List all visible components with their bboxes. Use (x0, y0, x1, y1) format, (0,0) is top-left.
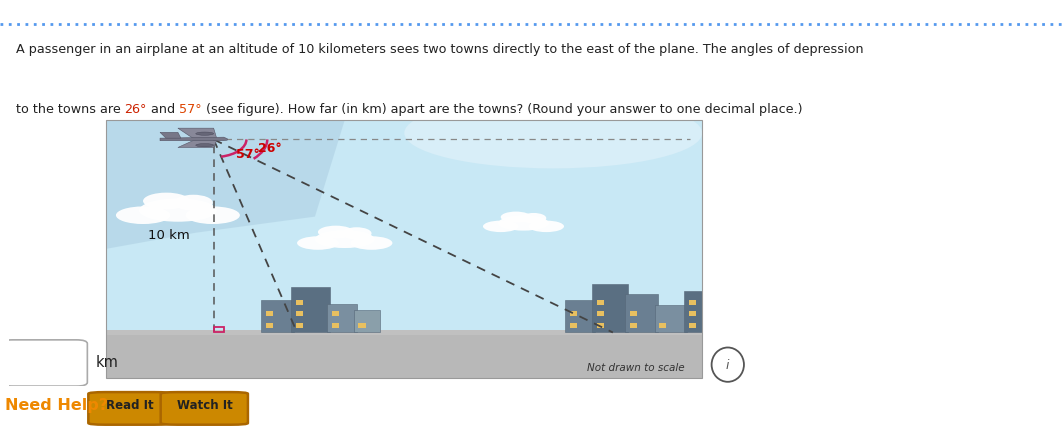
Polygon shape (160, 137, 228, 141)
Bar (654, 305, 687, 332)
Bar (725, 311, 732, 317)
Polygon shape (106, 330, 702, 335)
Ellipse shape (315, 230, 375, 248)
Bar (725, 323, 732, 328)
Ellipse shape (483, 221, 518, 232)
Ellipse shape (521, 213, 546, 224)
Ellipse shape (143, 193, 189, 209)
Ellipse shape (404, 98, 702, 168)
Bar (327, 304, 356, 332)
Text: Need Help?: Need Help? (5, 398, 109, 413)
Text: 10 km: 10 km (148, 230, 189, 242)
Bar (625, 294, 658, 332)
Ellipse shape (196, 144, 214, 147)
Text: to the towns are: to the towns are (16, 103, 124, 116)
Ellipse shape (185, 206, 239, 224)
Polygon shape (160, 132, 181, 138)
Bar (296, 323, 303, 328)
Text: Read It: Read It (106, 399, 154, 412)
Text: 26°: 26° (259, 142, 282, 154)
Text: km: km (96, 355, 118, 370)
Bar (689, 311, 696, 317)
Ellipse shape (318, 226, 353, 239)
Bar (266, 323, 273, 328)
Bar (592, 284, 628, 332)
Ellipse shape (297, 236, 338, 250)
Polygon shape (178, 128, 217, 138)
Bar (296, 300, 303, 305)
Text: i: i (726, 359, 730, 372)
Ellipse shape (139, 199, 217, 222)
Ellipse shape (174, 195, 213, 211)
Text: 57°: 57° (179, 103, 202, 116)
Bar (214, 327, 225, 332)
Text: and: and (147, 103, 179, 116)
Text: Watch It: Watch It (177, 399, 232, 412)
FancyBboxPatch shape (161, 392, 248, 425)
Ellipse shape (342, 227, 371, 239)
Bar (565, 300, 595, 332)
Bar (332, 311, 338, 317)
Bar (597, 323, 604, 328)
Bar (570, 323, 577, 328)
Bar (353, 310, 381, 332)
Bar (292, 287, 330, 332)
Bar (332, 323, 338, 328)
Bar (660, 323, 666, 328)
Text: 26°: 26° (124, 103, 147, 116)
Bar (684, 291, 724, 332)
Bar (689, 300, 696, 305)
Text: A passenger in an airplane at an altitude of 10 kilometers sees two towns direct: A passenger in an airplane at an altitud… (16, 43, 864, 56)
Polygon shape (106, 332, 702, 378)
Ellipse shape (529, 221, 564, 232)
Text: Not drawn to scale: Not drawn to scale (586, 363, 684, 373)
Ellipse shape (196, 132, 214, 135)
Bar (266, 311, 273, 317)
Bar (296, 311, 303, 317)
Bar (630, 311, 636, 317)
Ellipse shape (498, 215, 549, 231)
FancyBboxPatch shape (1, 340, 87, 386)
Bar (597, 311, 604, 317)
Bar (597, 300, 604, 305)
Bar (689, 323, 696, 328)
Polygon shape (178, 141, 217, 148)
FancyBboxPatch shape (88, 392, 171, 425)
Bar (630, 323, 636, 328)
Ellipse shape (501, 211, 531, 223)
Text: (see figure). How far (in km) apart are the towns? (Round your answer to one dec: (see figure). How far (in km) apart are … (202, 103, 802, 116)
Bar (359, 323, 366, 328)
Bar (262, 300, 294, 332)
Ellipse shape (116, 206, 170, 224)
Polygon shape (106, 120, 702, 332)
Polygon shape (106, 120, 345, 249)
Ellipse shape (351, 236, 393, 250)
Text: 57°: 57° (236, 148, 261, 161)
Bar (720, 304, 750, 332)
Bar (570, 311, 577, 317)
